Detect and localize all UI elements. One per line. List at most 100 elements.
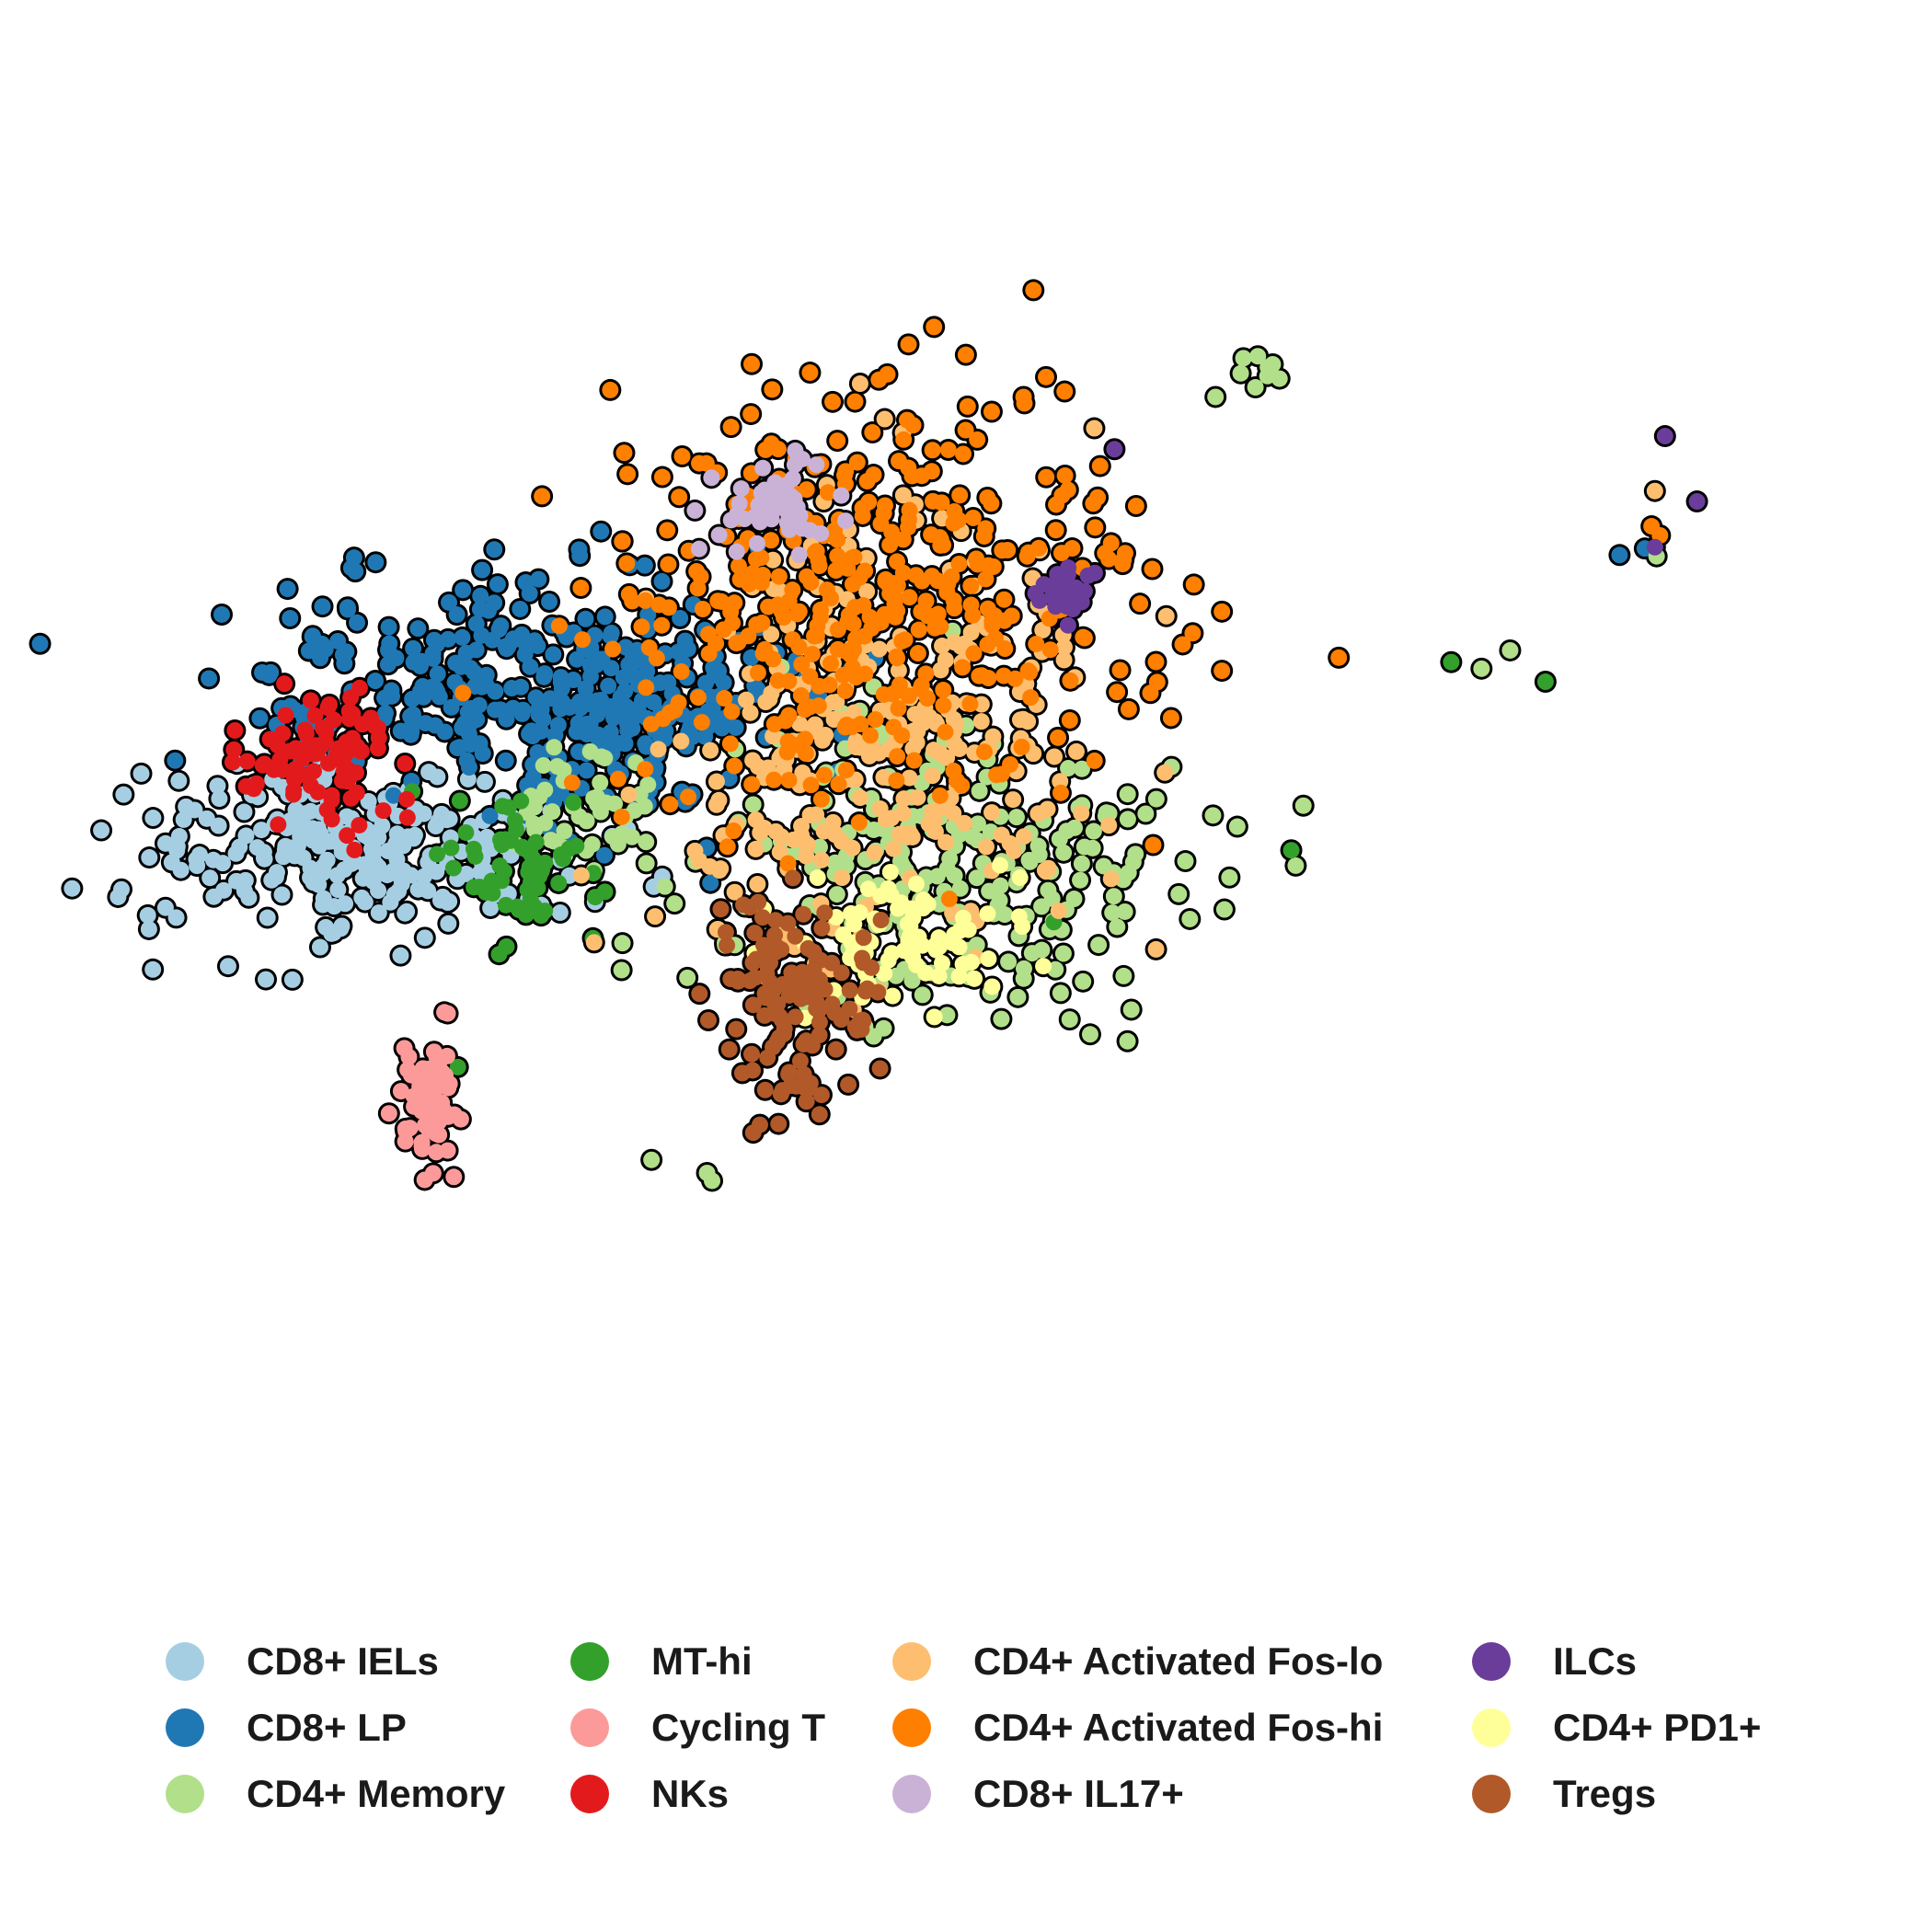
data-point-cd4-memory xyxy=(1033,941,1051,959)
data-point-tregs xyxy=(770,1115,788,1133)
data-point-cd4-activated-fos-lo xyxy=(894,487,912,504)
data-point-cd4-activated-fos-hi xyxy=(726,594,743,612)
data-point-cd4-activated-fos-hi xyxy=(842,647,859,664)
data-point-cd4-memory xyxy=(526,821,544,838)
data-point-mt-hi xyxy=(506,811,523,829)
data-point-mt-hi xyxy=(449,1058,466,1075)
data-point-cd4-memory xyxy=(1232,364,1249,382)
data-point-tregs xyxy=(729,970,746,987)
data-point-cd4-activated-fos-hi xyxy=(693,714,710,731)
data-point-cd8-iels xyxy=(214,855,232,872)
data-point-cd4-memory xyxy=(1075,972,1092,990)
data-point-nks xyxy=(302,692,319,709)
data-point-cd4-activated-fos-hi xyxy=(845,615,862,633)
data-point-cd4-activated-fos-hi xyxy=(983,403,1000,420)
data-point-cd8-lp xyxy=(454,581,472,599)
data-point-cd4-activated-fos-lo xyxy=(712,860,730,878)
data-point-nks xyxy=(340,703,358,720)
data-point-cd4-memory xyxy=(1085,822,1102,840)
data-point-cd4-pd1- xyxy=(979,905,996,923)
data-point-cd4-activated-fos-hi xyxy=(659,522,676,539)
data-point-cd4-memory xyxy=(546,739,563,756)
data-point-cd4-pd1- xyxy=(883,945,901,962)
data-point-cd4-activated-fos-hi xyxy=(780,707,798,724)
data-point-cd4-activated-fos-hi xyxy=(666,702,684,719)
data-point-cd4-pd1- xyxy=(1035,958,1052,975)
data-point-cd4-activated-fos-lo xyxy=(1015,828,1032,845)
data-point-cd4-memory xyxy=(613,961,630,979)
data-point-cd4-pd1- xyxy=(884,987,902,1005)
data-point-cd4-activated-fos-hi xyxy=(904,417,922,434)
data-point-cd4-activated-fos-lo xyxy=(817,727,834,744)
data-point-cd4-activated-fos-lo xyxy=(690,852,707,869)
data-point-cd8-lp xyxy=(345,549,362,567)
data-point-cd8-lp xyxy=(602,723,619,741)
data-point-cd4-memory xyxy=(938,1006,956,1024)
data-point-cd4-activated-fos-hi xyxy=(692,568,709,585)
data-point-cd8-lp xyxy=(486,541,503,558)
data-point-cd4-activated-fos-hi xyxy=(957,346,974,363)
data-point-mt-hi xyxy=(1282,842,1300,859)
data-point-cd8-iels xyxy=(170,772,188,789)
data-point-cd8-lp xyxy=(491,701,509,719)
data-point-cd8-lp xyxy=(672,609,689,627)
data-point-cd4-pd1- xyxy=(881,863,899,880)
data-point-mt-hi xyxy=(1536,673,1554,691)
data-point-cd4-activated-fos-hi xyxy=(822,590,839,607)
data-point-cd4-activated-fos-hi xyxy=(909,645,926,662)
data-point-cd4-activated-fos-hi xyxy=(822,655,840,673)
data-point-cd4-memory xyxy=(596,750,614,767)
data-point-cd4-activated-fos-hi xyxy=(1022,689,1040,707)
data-point-cd4-activated-fos-hi xyxy=(926,619,944,637)
data-point-cd8-il17- xyxy=(790,546,808,564)
data-point-cd8-lp xyxy=(448,606,466,624)
data-point-cd8-lp xyxy=(367,673,385,690)
data-point-cd8-lp xyxy=(552,785,569,802)
data-point-cd4-pd1- xyxy=(918,894,936,912)
data-point-cd4-activated-fos-hi xyxy=(980,557,997,574)
data-point-cd8-iels xyxy=(259,909,276,926)
data-point-cd4-activated-fos-hi xyxy=(979,636,996,653)
data-point-cd4-activated-fos-hi xyxy=(802,776,820,794)
data-point-cycling-t xyxy=(430,1059,447,1076)
data-point-cd4-activated-fos-hi xyxy=(854,500,871,517)
data-point-cd8-lp xyxy=(535,668,553,685)
data-point-cd4-memory xyxy=(535,757,552,775)
data-point-cd8-lp xyxy=(529,638,546,655)
data-point-cd4-activated-fos-hi xyxy=(837,762,855,779)
data-point-cd8-lp xyxy=(282,610,299,627)
data-point-cd8-iels xyxy=(315,890,332,907)
data-point-cd4-activated-fos-hi xyxy=(743,355,761,373)
data-point-cd4-activated-fos-hi xyxy=(888,772,905,789)
data-point-cd4-activated-fos-hi xyxy=(951,487,969,504)
data-point-cd4-pd1- xyxy=(930,967,948,984)
data-point-cd4-activated-fos-hi xyxy=(917,592,935,610)
data-point-tregs xyxy=(813,919,831,937)
data-point-cd8-lp xyxy=(1611,546,1628,564)
data-point-cd8-iels xyxy=(140,920,157,937)
legend-label: CD4+ Activated Fos-lo xyxy=(973,1639,1384,1683)
data-point-cd8-lp xyxy=(565,672,582,689)
data-point-cd4-activated-fos-hi xyxy=(1002,755,1019,773)
data-point-cd8-iels xyxy=(440,914,457,932)
data-point-cd4-memory xyxy=(903,972,921,989)
data-point-cd4-activated-fos-hi xyxy=(945,762,962,779)
data-point-cd8-lp xyxy=(472,587,489,604)
legend-label: CD8+ LP xyxy=(247,1706,407,1749)
data-point-cd4-activated-fos-hi xyxy=(940,891,958,908)
data-point-cd8-iels xyxy=(551,904,569,922)
data-point-cd4-activated-fos-hi xyxy=(1030,539,1048,557)
data-point-cd8-lp xyxy=(603,660,620,677)
data-point-cd4-activated-fos-hi xyxy=(1059,481,1076,499)
data-point-ilcs xyxy=(1059,616,1076,634)
data-point-cd4-activated-fos-hi xyxy=(864,424,881,442)
data-point-cd4-activated-fos-hi xyxy=(812,790,830,808)
data-point-tregs xyxy=(833,964,850,982)
data-point-cd8-lp xyxy=(167,752,184,769)
legend-column: MT-hi Cycling T NKs xyxy=(570,1628,825,1827)
data-point-mt-hi xyxy=(457,823,475,841)
data-point-nks xyxy=(329,740,347,757)
data-point-mt-hi xyxy=(466,847,484,865)
data-point-cd8-lp xyxy=(347,563,364,581)
data-point-cd4-activated-fos-hi xyxy=(719,838,736,856)
